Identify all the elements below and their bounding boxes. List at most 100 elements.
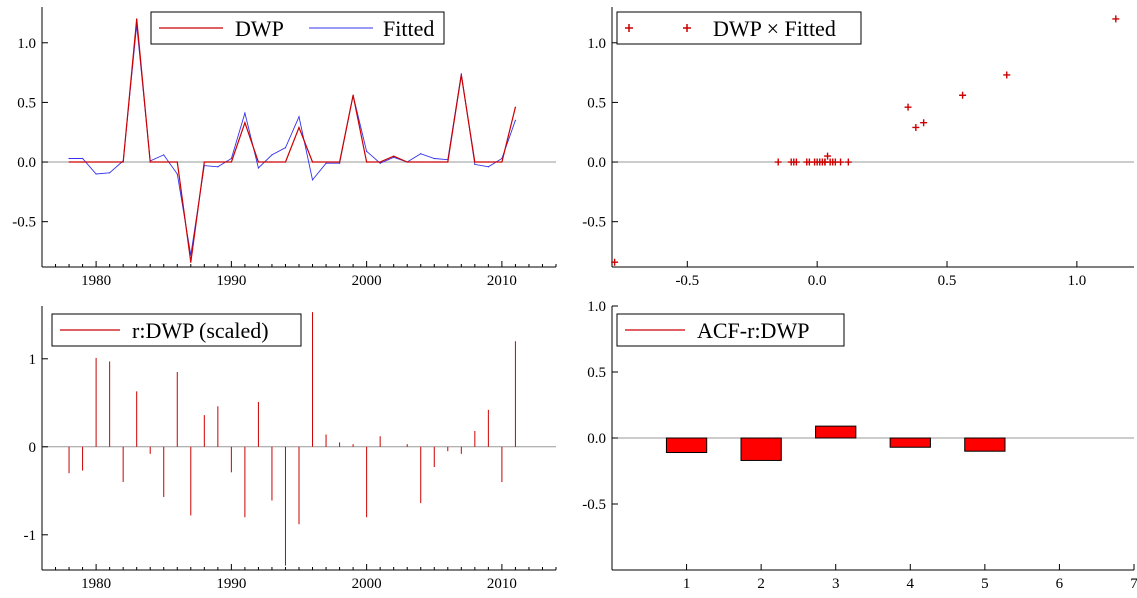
legend-label: r:DWP (scaled) <box>132 318 269 343</box>
legend-marker <box>683 24 691 32</box>
data-point-dwp <box>271 161 273 163</box>
data-point-dwp <box>433 161 435 163</box>
series-line-dwp <box>69 18 516 263</box>
y-tick-label: -0.5 <box>582 215 606 231</box>
data-point-fitted <box>325 162 327 164</box>
data-point-fitted <box>393 156 395 158</box>
data-point-dwp <box>81 161 84 163</box>
data-point-fitted <box>514 119 517 121</box>
x-tick-label: 2000 <box>352 576 382 592</box>
data-point-dwp <box>420 161 422 163</box>
data-point-fitted <box>338 162 341 164</box>
data-point-fitted <box>433 157 435 160</box>
data-point-dwp <box>366 161 368 163</box>
data-point-fitted <box>109 172 111 174</box>
data-point-dwp <box>136 18 138 20</box>
x-tick-label: 5 <box>981 576 989 592</box>
data-point-fitted <box>163 154 165 156</box>
x-tick-label: 2010 <box>487 576 517 592</box>
data-point-dwp <box>406 161 408 163</box>
x-tick-label: 1.0 <box>1067 273 1086 289</box>
data-point-dwp <box>284 161 287 163</box>
data-point-dwp <box>95 161 97 163</box>
data-point-dwp <box>122 161 124 163</box>
x-tick-label: 1990 <box>216 273 246 289</box>
scatter-point <box>959 91 967 99</box>
data-point-dwp <box>257 161 260 163</box>
data-point-fitted <box>271 154 273 156</box>
data-point-fitted <box>230 157 232 160</box>
legend-label: ACF-r:DWP <box>697 318 809 343</box>
y-tick-label: 1.0 <box>17 36 36 52</box>
x-tick-label: 4 <box>907 576 915 592</box>
data-point-dwp <box>230 161 232 163</box>
y-tick-label: 0.0 <box>17 155 36 171</box>
data-point-fitted <box>298 116 300 118</box>
data-point-dwp <box>176 161 178 163</box>
y-tick-label: 0.5 <box>587 95 606 111</box>
acf-bar <box>964 437 1006 452</box>
legend-box <box>616 11 862 45</box>
data-point-dwp <box>447 161 449 163</box>
data-point-fitted <box>176 173 178 175</box>
legend-label: DWP × Fitted <box>713 16 836 41</box>
scatter-point <box>912 123 920 131</box>
data-point-dwp <box>298 126 300 129</box>
data-point-dwp <box>474 161 476 163</box>
data-point-fitted <box>366 150 368 152</box>
x-tick-label: 1980 <box>81 576 111 592</box>
scatter-point <box>774 158 782 166</box>
data-point-dwp <box>244 122 246 124</box>
data-point-fitted <box>217 166 219 168</box>
data-point-dwp <box>109 161 111 163</box>
data-point-dwp <box>68 161 70 163</box>
data-point-dwp <box>217 161 219 163</box>
x-tick-label: 2 <box>757 576 765 592</box>
x-tick-label: 0.5 <box>938 273 957 289</box>
data-point-fitted <box>460 73 462 75</box>
data-point-fitted <box>190 254 192 256</box>
data-point-dwp <box>460 74 462 76</box>
acf-bar <box>815 425 857 439</box>
y-tick-label: 0.5 <box>17 95 36 111</box>
scatter-point <box>1112 15 1120 23</box>
data-point-fitted <box>81 157 84 160</box>
legend-marker <box>625 24 633 32</box>
x-tick-label: 6 <box>1056 576 1064 592</box>
data-point-fitted <box>257 167 260 169</box>
y-tick-label: 0 <box>29 440 37 456</box>
data-point-dwp <box>311 161 314 163</box>
data-point-dwp <box>487 161 489 163</box>
series-line-fitted <box>69 24 516 256</box>
data-point-fitted <box>487 166 489 168</box>
y-tick-label: -0.5 <box>12 215 36 231</box>
x-tick-label: 1990 <box>216 576 246 592</box>
x-tick-label: 7 <box>1130 576 1137 592</box>
data-point-dwp <box>514 106 517 108</box>
y-tick-label: 0.5 <box>587 365 606 381</box>
legend-label-fitted: Fitted <box>383 16 434 41</box>
data-point-fitted <box>284 147 287 149</box>
data-point-dwp <box>325 161 327 163</box>
panel-residuals-scaled: -1 0 1 1980 1990 2000 2010 r:DWP (scaled) <box>24 306 557 592</box>
data-point-fitted <box>95 173 97 175</box>
x-tick-label: -0.5 <box>675 273 699 289</box>
acf-bar <box>889 437 931 448</box>
data-point-dwp <box>352 94 354 96</box>
x-tick-label: 1980 <box>81 273 111 289</box>
x-tick-label: 2000 <box>352 273 382 289</box>
data-point-dwp <box>501 161 503 163</box>
x-tick-label: 1 <box>683 576 691 592</box>
data-point-fitted <box>311 179 314 181</box>
data-point-fitted <box>244 112 246 114</box>
data-point-dwp <box>203 161 205 163</box>
y-tick-label: 1.0 <box>587 36 606 52</box>
data-point-dwp <box>393 155 395 157</box>
scatter-point <box>920 119 928 127</box>
data-point-dwp <box>379 161 381 163</box>
y-tick-label: 0.0 <box>587 155 606 171</box>
y-tick-label: 1.0 <box>587 299 606 315</box>
y-tick-label: 1 <box>29 352 37 368</box>
y-tick-label: 0.0 <box>587 431 606 447</box>
data-point-dwp <box>163 161 165 163</box>
